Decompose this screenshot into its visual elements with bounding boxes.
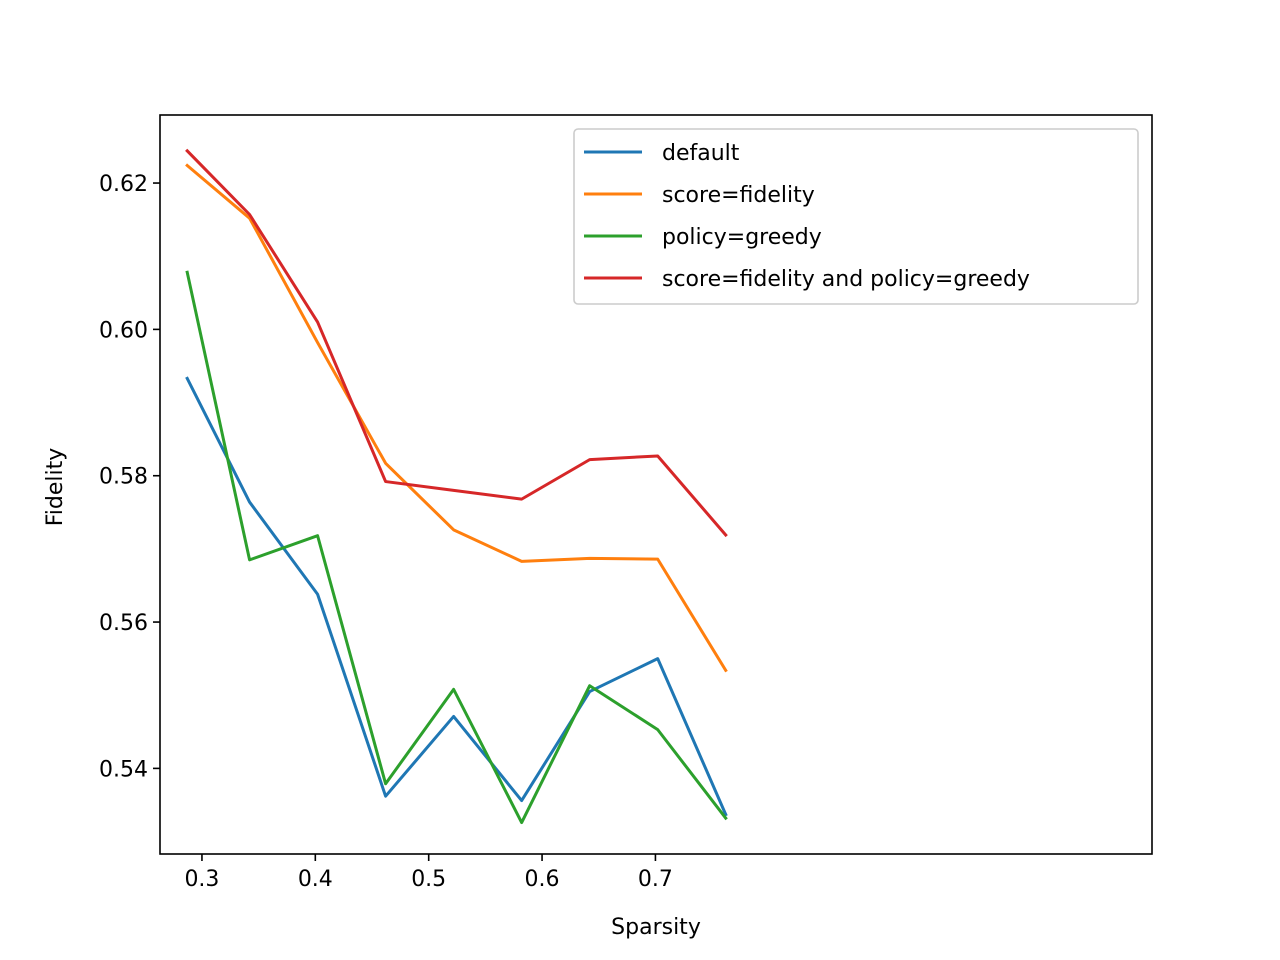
series-line-policy-greedy <box>185 270 728 825</box>
legend-box <box>573 128 1139 305</box>
legend-entry-label: score=fidelity <box>662 183 815 208</box>
x-tick-label: 0.7 <box>638 867 673 892</box>
y-tick-label: 0.56 <box>99 611 148 636</box>
y-tick-label: 0.58 <box>99 465 148 490</box>
series-line-score-fidelity <box>185 163 728 673</box>
x-tick-label: 0.3 <box>184 867 219 892</box>
y-tick-label: 0.62 <box>99 172 148 197</box>
series-line-score-fidelity-and-policy-greedy <box>185 148 728 538</box>
y-tick-label: 0.60 <box>99 318 148 343</box>
y-axis-label: Fidelity <box>43 448 68 527</box>
legend-entry-label: score=fidelity and policy=greedy <box>662 267 1030 292</box>
y-axis: 0.54 0.56 0.58 0.60 0.62 <box>99 172 160 782</box>
legend-entry-label: default <box>662 141 740 166</box>
x-axis-label: Sparsity <box>611 915 701 940</box>
y-tick-label: 0.54 <box>99 757 148 782</box>
series-layer <box>185 148 728 825</box>
x-tick-label: 0.4 <box>298 867 333 892</box>
legend-entry-label: policy=greedy <box>662 225 822 250</box>
legend: default score=fidelity policy=greedy score=… <box>573 128 1139 305</box>
series-line-default <box>185 376 728 817</box>
x-tick-label: 0.5 <box>411 867 446 892</box>
x-axis: 0.3 0.4 0.5 0.6 0.7 <box>184 854 673 892</box>
x-tick-label: 0.6 <box>525 867 560 892</box>
